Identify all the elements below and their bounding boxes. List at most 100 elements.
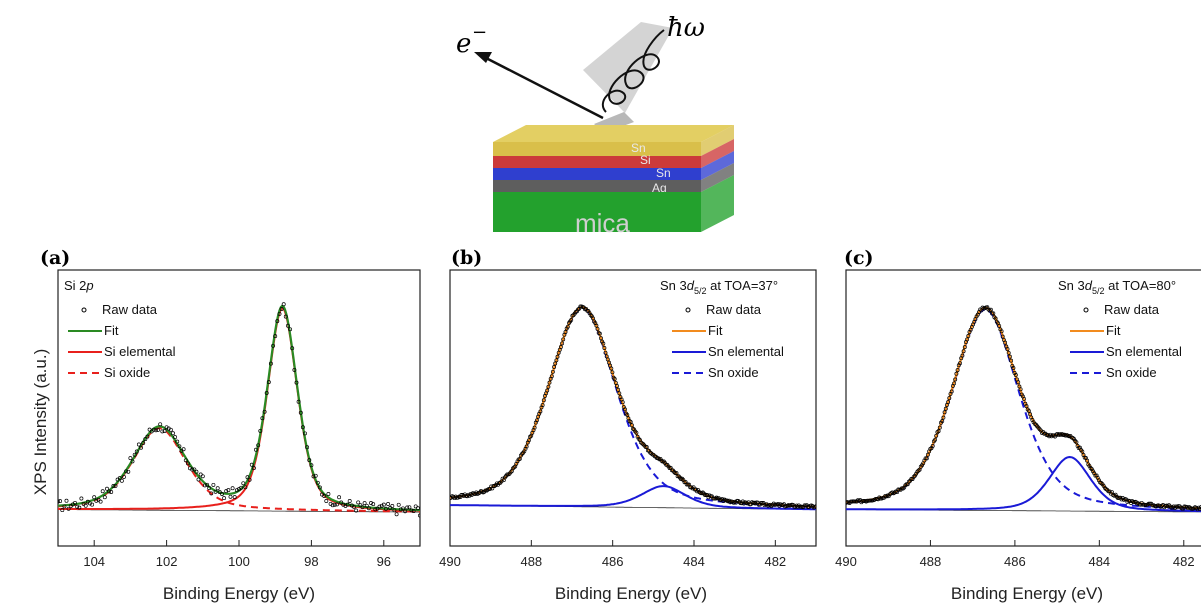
layer-4-side	[701, 175, 734, 232]
raw-data-point	[209, 491, 214, 496]
raw-data-point	[273, 334, 278, 339]
plot-frame	[845, 269, 1201, 547]
panel-1: (a) 104 102 100 98 96 Binding Energy (eV) Si 2p…	[40, 247, 421, 603]
legend-label: Si elemental	[104, 344, 176, 359]
legend-marker	[81, 307, 87, 313]
raw-data-point	[706, 495, 711, 500]
raw-data-point	[294, 380, 299, 385]
plot-frame	[449, 269, 817, 547]
raw-data-point	[151, 427, 156, 432]
raw-data-point	[615, 384, 619, 388]
raw-data-point	[296, 399, 301, 404]
raw-data-point	[595, 326, 600, 331]
raw-data-point	[243, 485, 248, 490]
raw-data-point	[597, 331, 602, 336]
x-tick-label: 490	[439, 554, 461, 569]
raw-data-point	[599, 336, 603, 341]
raw-data-point	[194, 469, 199, 474]
raw-data-point	[262, 409, 267, 414]
raw-data-point	[632, 427, 637, 432]
raw-data-point	[171, 431, 175, 436]
raw-data-point	[550, 369, 555, 374]
raw-data-point	[1080, 449, 1085, 454]
raw-data-point	[132, 452, 137, 457]
raw-data-point	[814, 504, 816, 509]
raw-data-point	[696, 488, 701, 493]
raw-data-point	[290, 346, 295, 351]
x-tick-label: 486	[1004, 554, 1026, 569]
raw-data-point	[239, 485, 244, 490]
raw-data-point	[623, 407, 627, 412]
raw-data-point	[616, 387, 621, 392]
panel-title: Sn 3d5/2 at TOA=80°	[1058, 278, 1176, 296]
raw-data-point	[224, 489, 229, 494]
panel-label: (a)	[40, 247, 70, 269]
raw-data-point	[64, 498, 69, 503]
raw-data-point	[58, 499, 63, 504]
raw-data-point	[947, 396, 952, 401]
raw-data-point	[354, 508, 359, 513]
raw-data-point	[300, 425, 305, 430]
raw-data-point	[965, 337, 970, 342]
raw-data-point	[933, 437, 938, 442]
raw-data-point	[317, 485, 322, 490]
raw-data-point	[602, 346, 607, 350]
raw-data-point	[347, 499, 352, 503]
legend-label: Fit	[1106, 323, 1121, 338]
layer-top-face	[493, 125, 734, 142]
raw-data-point	[168, 427, 173, 432]
raw-data-point	[94, 498, 99, 503]
layer-4-label: mica	[575, 208, 630, 238]
raw-data-point	[603, 350, 608, 355]
raw-data-point	[126, 469, 131, 474]
raw-data-point	[268, 361, 273, 366]
raw-data-point	[605, 357, 610, 362]
raw-data-point	[266, 380, 271, 385]
raw-data-point	[358, 503, 363, 508]
raw-data-point	[122, 474, 126, 479]
plot-area: Sn 3d5/2 at TOA=37° Raw data Fit Sn element…	[450, 278, 816, 511]
legend: Sn 3d5/2 at TOA=37° Raw data Fit Sn element…	[660, 278, 784, 380]
raw-data-point	[394, 512, 399, 517]
raw-data-point	[315, 480, 320, 485]
raw-data-point	[988, 307, 993, 312]
panel-title: Sn 3d5/2 at TOA=37°	[660, 278, 778, 296]
raw-data-point	[1057, 431, 1062, 436]
x-axis-title: Binding Energy (eV)	[555, 584, 707, 603]
raw-data-point	[418, 513, 420, 518]
x-tick-label: 488	[920, 554, 942, 569]
raw-data-point	[1073, 439, 1078, 443]
raw-data-point	[956, 363, 961, 368]
raw-data-point	[403, 509, 408, 514]
raw-data-point	[934, 433, 939, 438]
raw-data-point	[695, 489, 699, 494]
raw-data-point	[533, 420, 538, 425]
raw-data-point	[941, 415, 946, 420]
raw-data-point	[147, 427, 152, 432]
raw-data-point	[878, 496, 883, 501]
panel-label: (c)	[844, 247, 874, 269]
raw-data-point	[534, 418, 539, 423]
raw-data-point	[130, 459, 135, 464]
raw-data-point	[390, 504, 395, 508]
raw-data-point	[200, 474, 205, 479]
raw-data-point	[526, 438, 531, 443]
layer-0-label: Sn	[631, 141, 646, 155]
raw-data-point	[183, 458, 188, 463]
legend-label: Sn elemental	[1106, 344, 1182, 359]
raw-data-point	[1199, 505, 1201, 510]
raw-data-point	[555, 354, 560, 359]
raw-data-point	[517, 456, 522, 461]
raw-data-point	[942, 410, 947, 415]
raw-data-point	[625, 412, 630, 417]
raw-data-point	[217, 490, 222, 495]
raw-data-point	[961, 349, 966, 354]
raw-data-point	[962, 345, 967, 350]
raw-data-point	[277, 311, 282, 316]
raw-data-point	[388, 506, 393, 510]
raw-data-point	[136, 442, 141, 447]
raw-data-point	[936, 429, 941, 434]
raw-data-point	[656, 456, 661, 461]
